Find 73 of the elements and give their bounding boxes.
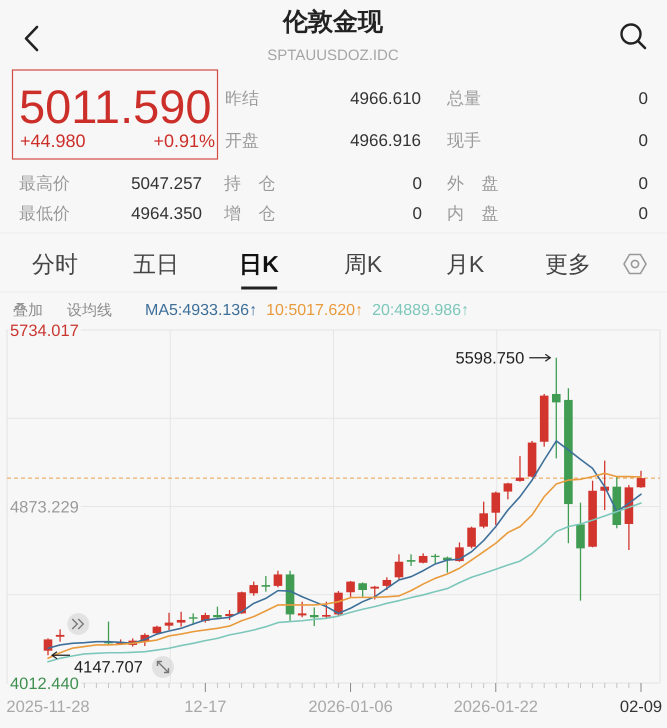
text: 周K	[344, 251, 383, 277]
text: 昨结	[225, 89, 259, 108]
x-tick-label: 2026-01-06	[308, 698, 393, 716]
candlestick	[382, 576, 392, 591]
candlestick	[406, 554, 416, 567]
text: 0	[412, 204, 422, 223]
text: 4964.350	[131, 204, 202, 223]
text: 叠加	[13, 302, 43, 319]
candlestick	[237, 590, 246, 615]
text: 设均线	[67, 302, 112, 319]
candlestick	[516, 455, 524, 482]
chart-title: 伦敦金现	[282, 8, 384, 36]
text: 0	[638, 89, 648, 108]
text: 0	[638, 174, 648, 193]
text: 5047.257	[131, 174, 202, 193]
candlestick	[636, 470, 646, 488]
x-tick-label: 2026-01-22	[454, 698, 538, 716]
candlestick	[346, 580, 355, 598]
candlestick	[176, 611, 186, 628]
candlestick	[298, 601, 306, 618]
text: 最高价	[19, 174, 70, 193]
text: 分时	[32, 251, 78, 277]
text: 增 仓	[223, 204, 276, 223]
text: 0	[638, 204, 648, 223]
text: 外 盘	[447, 174, 499, 193]
x-tick-label: 02-09	[620, 698, 662, 716]
candlestick	[56, 628, 64, 642]
candlestick	[358, 582, 367, 598]
candlestick	[504, 482, 512, 500]
y-tick-label: 5734.017	[10, 322, 79, 340]
text: 10:5017.620↑	[266, 302, 364, 319]
candlestick	[552, 357, 561, 460]
text: 0	[638, 131, 648, 150]
candlestick	[467, 526, 476, 550]
text: 月K	[446, 251, 485, 277]
text: 更多	[545, 251, 591, 277]
candlestick	[213, 606, 222, 620]
text: 20:4889.986↑	[372, 302, 470, 319]
candlestick	[576, 502, 585, 602]
text: 现手	[447, 131, 481, 150]
candlestick	[322, 601, 331, 619]
y-tick-label: 4012.440	[10, 675, 79, 693]
y-tick-label: 4873.229	[10, 498, 79, 516]
annotation: 5598.750	[455, 350, 524, 368]
text: 开盘	[225, 131, 259, 150]
candlestick	[491, 490, 500, 526]
text: 最低价	[19, 204, 70, 223]
candlestick	[370, 585, 380, 600]
candlestick	[394, 554, 404, 580]
annotation: 4147.707	[74, 658, 143, 676]
candlestick	[418, 552, 428, 564]
chart-subtitle: SPTAUUSDOZ.IDC	[267, 47, 399, 64]
x-tick-label: 2025-11-28	[6, 698, 90, 716]
text: MA5:4933.136↑	[145, 302, 258, 319]
candlestick	[44, 638, 52, 656]
candlestick	[249, 580, 258, 596]
text: 五日	[133, 251, 179, 277]
text: 5011.590	[19, 80, 212, 133]
text: 0	[412, 174, 422, 193]
text: 日K	[239, 251, 280, 277]
candlestick	[274, 570, 282, 588]
candlestick	[479, 500, 488, 529]
candlestick	[310, 606, 319, 627]
candlestick	[164, 612, 174, 631]
text: 4966.610	[350, 89, 421, 108]
text: 持 仓	[224, 174, 276, 193]
text: +0.91%	[153, 131, 215, 151]
x-tick-label: 12-17	[184, 698, 226, 716]
text: 4966.916	[350, 131, 421, 150]
text: +44.980	[20, 131, 86, 151]
candlestick	[262, 575, 270, 592]
text: 总量	[446, 89, 481, 108]
text: 内 盘	[447, 204, 499, 223]
